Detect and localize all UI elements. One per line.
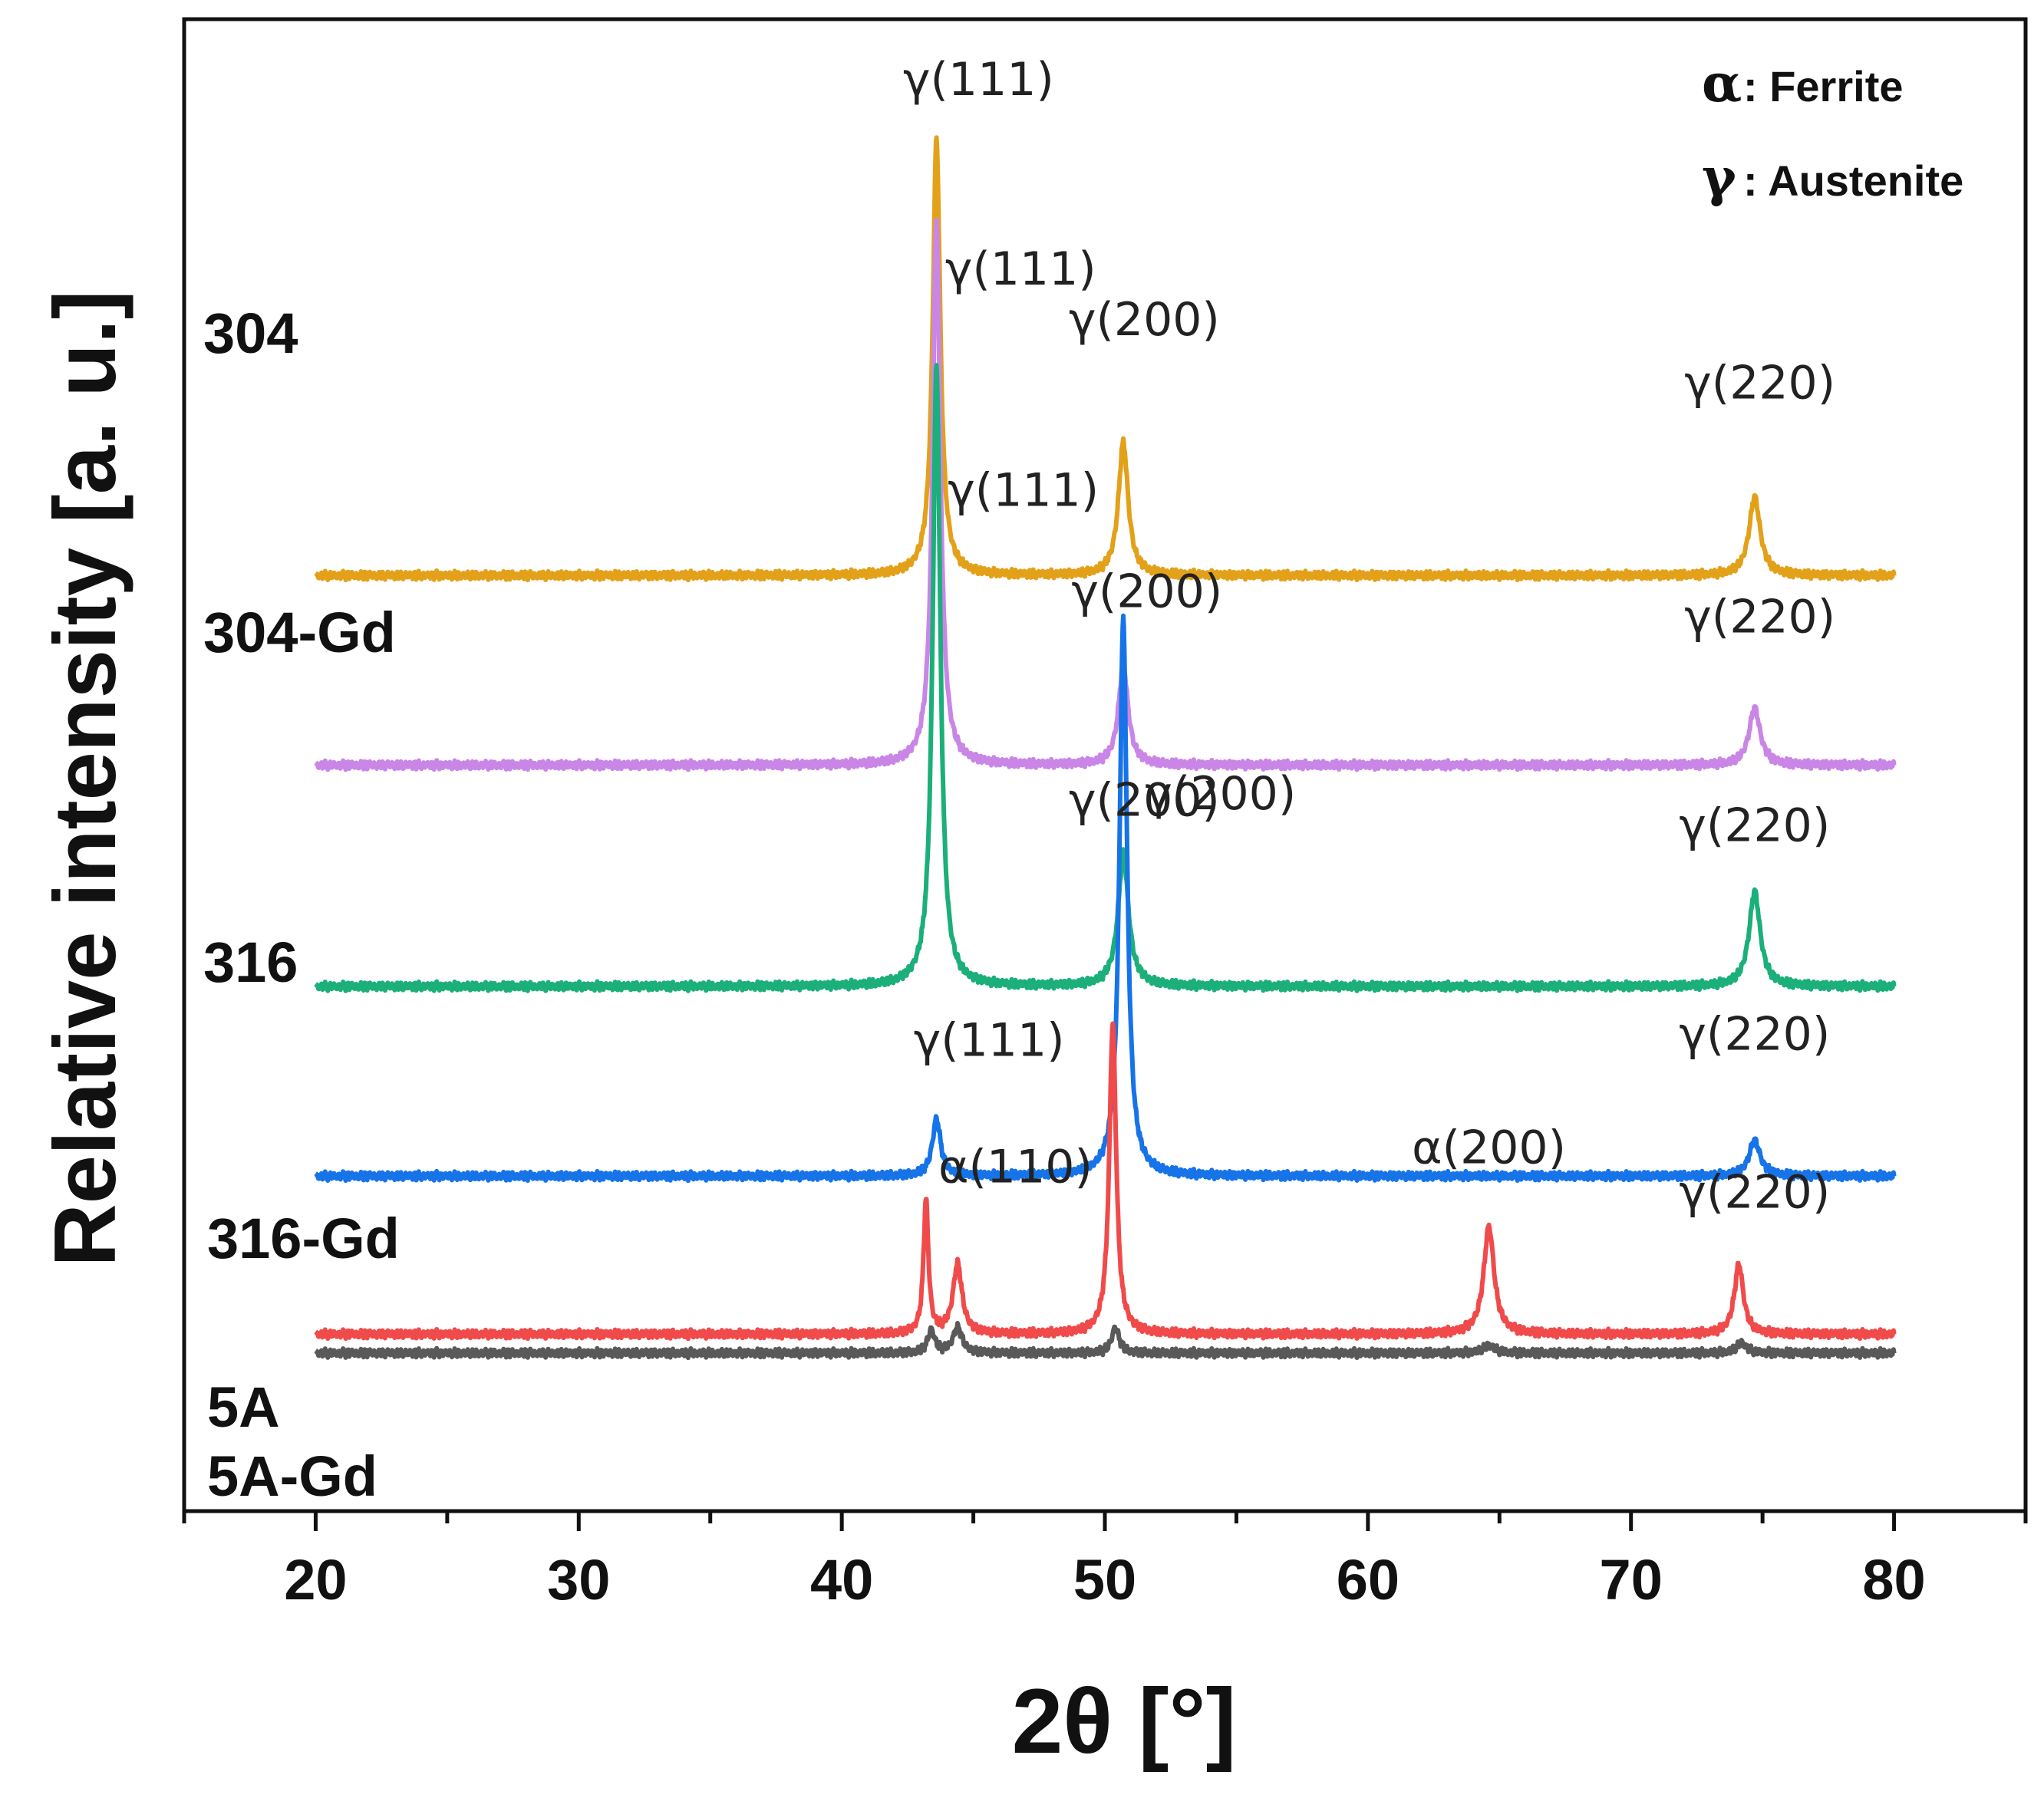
legend: α : Ferrite γ : Austenite <box>1702 53 1963 209</box>
peak-annotation: α(110) <box>938 1140 1093 1194</box>
x-tick-label: 70 <box>1600 1548 1663 1612</box>
peak-annotation: γ(111) <box>903 53 1054 107</box>
series-5A-Gd-label: 5A-Gd <box>207 1444 377 1508</box>
series-304-line <box>314 135 1897 583</box>
x-axis-ticks <box>182 1511 2028 1531</box>
x-axis-title: 2θ [°] <box>1012 1670 1237 1773</box>
y-axis-title: Relative intensity [a. u.] <box>37 290 134 1266</box>
peak-annotation: γ(220) <box>1679 799 1830 852</box>
legend-alpha-text: : Ferrite <box>1743 62 1904 110</box>
peak-annotation: γ(111) <box>948 464 1099 518</box>
series-316-Gd-line <box>314 613 1897 1184</box>
x-axis-tick-labels: 20 30 40 50 60 70 80 <box>284 1548 1925 1612</box>
peak-annotation: γ(220) <box>1684 590 1835 644</box>
peak-annotation: γ(220) <box>1684 356 1835 410</box>
peak-annotation: γ(200) <box>1071 565 1222 618</box>
x-tick-label: 40 <box>810 1548 873 1612</box>
peak-annotation: γ(111) <box>914 1014 1065 1068</box>
legend-gamma-text: : Austenite <box>1743 156 1963 205</box>
peak-annotation: γ(200) <box>1069 293 1220 347</box>
series-304-label: 304 <box>203 301 298 365</box>
x-tick-label: 30 <box>547 1548 610 1612</box>
peak-annotation: α(200) <box>1412 1121 1566 1175</box>
series-layer <box>314 135 1897 1361</box>
legend-alpha-symbol: α <box>1702 53 1742 114</box>
series-5A-line <box>314 1021 1897 1342</box>
series-316-label: 316 <box>203 930 298 994</box>
x-tick-label: 60 <box>1337 1548 1399 1612</box>
x-tick-label: 80 <box>1862 1548 1925 1612</box>
peak-annotation: γ(200) <box>1145 767 1296 821</box>
series-304-Gd-label: 304-Gd <box>203 601 396 664</box>
series-5A-Gd-line <box>314 1321 1897 1361</box>
peak-annotation: γ(220) <box>1679 1007 1830 1061</box>
x-tick-label: 20 <box>284 1548 347 1612</box>
series-304-Gd-line <box>314 217 1897 772</box>
peak-annotation: γ(200) <box>1069 773 1220 827</box>
legend-gamma-symbol: γ <box>1702 147 1737 209</box>
x-tick-label: 50 <box>1073 1548 1136 1612</box>
series-5A-label: 5A <box>207 1375 280 1439</box>
series-316-Gd-label: 316-Gd <box>207 1207 400 1270</box>
peak-annotation: γ(220) <box>1679 1165 1830 1219</box>
series-316-line <box>314 363 1897 993</box>
peak-annotation: γ(111) <box>945 242 1096 296</box>
